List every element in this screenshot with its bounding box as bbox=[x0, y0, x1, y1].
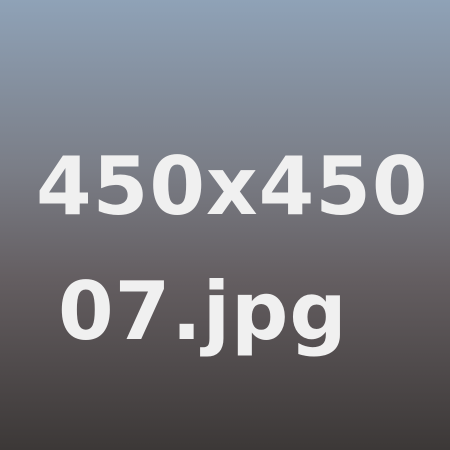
image-filename-text: 07.jpg bbox=[58, 265, 348, 358]
image-dimensions-text: 450x450 bbox=[36, 140, 429, 233]
